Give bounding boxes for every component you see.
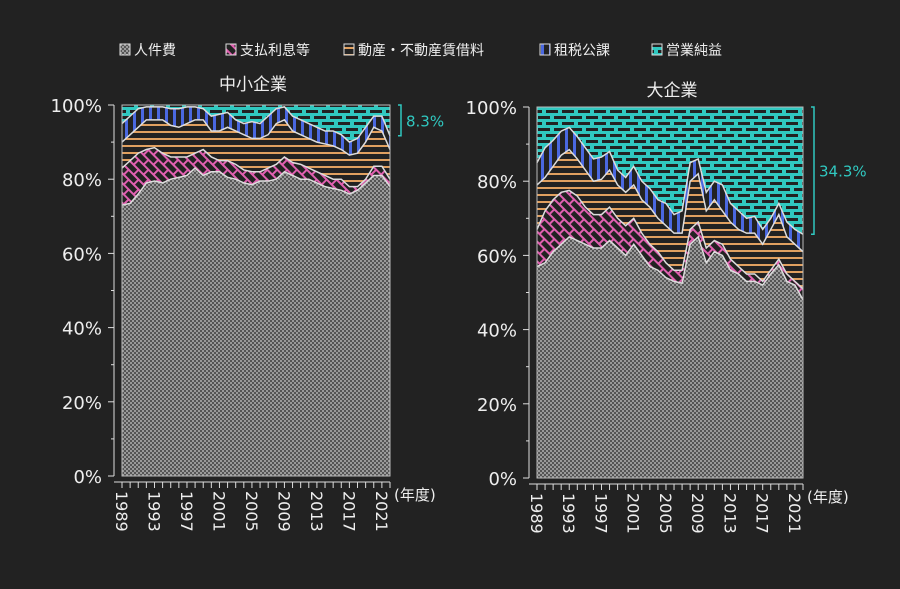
area-series-5 [537, 107, 803, 235]
x-tick-label: 2013 [720, 493, 739, 534]
series-boundary-line [121, 146, 391, 188]
y-tick-label: 60% [62, 244, 102, 265]
y-tick-label: 20% [477, 395, 517, 416]
x-tick-label: 1989 [527, 493, 546, 534]
series-boundary-line [121, 106, 391, 143]
series-boundary-line [536, 148, 804, 253]
x-tick-label: 1997 [591, 493, 610, 534]
chart-title: 中小企業 [219, 75, 287, 95]
x-tick-label: 2009 [688, 493, 707, 534]
legend-swatch [343, 43, 355, 56]
y-tick-label: 20% [62, 393, 102, 414]
area-series-5 [122, 105, 390, 143]
x-tick-label: 2001 [624, 493, 643, 534]
legend-swatch [651, 43, 663, 56]
legend: 人件費 支払利息等 動産・不動産賃借料 租税公課 営業純益 [119, 42, 722, 59]
x-tick-label: 1997 [177, 491, 196, 532]
annotation-bracket [811, 106, 815, 236]
series-boundary-line [121, 118, 391, 156]
area-series-4 [537, 127, 803, 252]
x-tick-label: 1989 [112, 491, 131, 532]
x-tick-label: 2013 [307, 491, 326, 532]
x-tick-label: 2005 [656, 493, 675, 534]
x-tick-label: 2017 [339, 491, 358, 532]
y-tick-label: 80% [477, 172, 517, 193]
y-tick-label: 40% [477, 321, 517, 342]
y-tick-label: 0% [488, 469, 517, 490]
annotation-bracket [398, 104, 402, 137]
x-tick-label: 2001 [209, 491, 228, 532]
legend-label: 支払利息等 [240, 42, 310, 59]
legend-swatch [539, 43, 551, 56]
x-axis-label: (年度) [394, 486, 436, 504]
legend-item: 動産・不動産賃借料 [343, 43, 484, 59]
net-profit-annotation: 8.3% [406, 112, 444, 130]
series-boundary-line [536, 235, 804, 301]
chart-title: 大企業 [647, 81, 698, 101]
area-series-3 [537, 149, 803, 289]
chart-2: 0% 20% 40% 60% 80% 100% 1989 1993 1997 2001 2005 20… [466, 81, 867, 534]
area-series-3 [122, 119, 390, 187]
legend-item: 支払利息等 [225, 42, 310, 59]
y-tick-label: 100% [466, 98, 517, 119]
x-tick-label: 2021 [785, 493, 804, 534]
x-tick-label: 1993 [144, 491, 163, 532]
legend-label: 租税公課 [554, 43, 610, 59]
legend-label: 人件費 [134, 43, 176, 59]
series-boundary-line [536, 189, 804, 290]
area-series-2 [122, 147, 390, 206]
y-tick-label: 100% [51, 96, 102, 117]
y-tick-label: 0% [73, 467, 102, 488]
plot-frame [536, 106, 804, 479]
legend-label: 営業純益 [666, 43, 722, 59]
legend-swatch [119, 43, 131, 56]
net-profit-annotation: 34.3% [819, 163, 867, 181]
legend-swatch [225, 43, 237, 56]
area-series-1 [537, 236, 803, 478]
x-tick-label: 2009 [274, 491, 293, 532]
y-tick-label: 60% [477, 246, 517, 267]
x-tick-label: 1993 [559, 493, 578, 534]
legend-item: 営業純益 [651, 43, 722, 59]
x-tick-label: 2005 [242, 491, 261, 532]
x-axis-label: (年度) [807, 488, 849, 506]
legend-label: 動産・不動産賃借料 [358, 43, 484, 59]
plot-frame [121, 104, 391, 477]
y-tick-label: 40% [62, 319, 102, 340]
area-series-1 [122, 168, 390, 476]
series-boundary-line [121, 167, 391, 206]
series-boundary-line [536, 126, 804, 235]
x-tick-label: 2017 [753, 493, 772, 534]
legend-item: 租税公課 [539, 43, 610, 59]
x-tick-label: 2021 [372, 491, 391, 532]
legend-item: 人件費 [119, 43, 176, 59]
y-tick-label: 80% [62, 170, 102, 191]
chart-1: 0% 20% 40% 60% 80% 100% 1989 1993 1997 2001 2005 20… [51, 75, 445, 532]
